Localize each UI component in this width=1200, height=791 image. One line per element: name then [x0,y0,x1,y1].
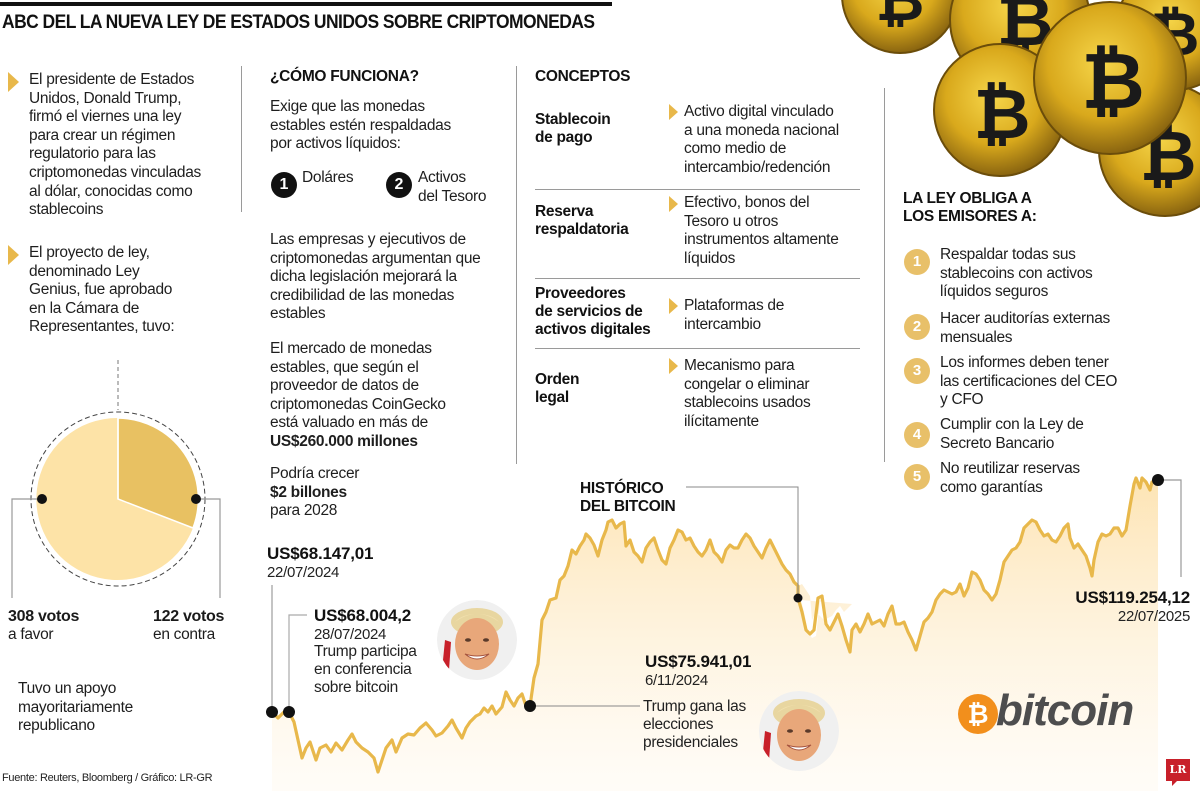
concept-row-divider [535,348,860,349]
asset-number-1: 1 [271,172,297,198]
point-end [1152,474,1164,486]
bitcoin-logo-text: bitcoin [996,686,1134,735]
asset-number-2: 2 [386,172,412,198]
genius-paragraph: El proyecto de ley, denominado Ley Geniu… [29,244,175,336]
lr-brand-logo: LR [1166,759,1190,786]
concept-row-divider [535,189,860,190]
obligation-number-2: 2 [904,314,930,340]
annotation-end: US$119.254,12 22/07/2025 [1075,588,1190,625]
concept-arrow-icon [669,298,678,314]
pie-slice-favor [36,417,193,580]
votes-contra: 122 votos en contra [153,608,225,643]
point-chart-title [793,593,803,603]
trump-portrait-2 [759,691,839,771]
concept-term: Stablecoin de pago [535,111,611,146]
growth-projection: Podría crecer $2 billones para 2028 [270,465,360,520]
coin-icon: ₿ [841,0,959,54]
concept-definition: Mecanismo para congelar o eliminar stabl… [684,357,811,430]
bullet-arrow-icon [8,245,19,265]
column-divider [884,88,885,462]
obligation-item: No reutilizar reservas como garantías [940,460,1080,496]
support-note: Tuvo un apoyo mayoritariamente republica… [18,680,133,735]
industry-argument: Las empresas y ejecutivos de criptomoned… [270,231,481,323]
obligation-item: Respaldar todas sus stablecoins con acti… [940,246,1093,301]
bullet-arrow-icon [8,72,19,92]
top-rule [0,2,612,6]
concept-row-divider [535,278,860,279]
point-conference [283,706,295,718]
annotation-election: US$75.941,01 6/11/2024 [645,652,752,689]
market-size: El mercado de monedas estables, que segú… [270,340,446,450]
concept-definition: Activo digital vinculado a una moneda na… [684,103,839,176]
annotation-conference: US$68.004,2 28/07/2024 Trump participa e… [314,606,417,696]
annotation-election-text: Trump gana las elecciones presidenciales [643,698,746,751]
point-start [266,706,278,718]
intro-paragraph: El presidente de Estados Unidos, Donald … [29,71,202,219]
svg-text:₿: ₿ [1081,37,1145,127]
concept-arrow-icon [669,196,678,212]
concept-term: Reserva respaldatoria [535,203,629,238]
como-funciona-intro: Exige que las monedas estables estén res… [270,98,451,153]
vote-pie-chart [11,360,221,598]
page-title: ABC DEL LA NUEVA LEY DE ESTADOS UNIDOS S… [2,12,595,33]
asset-tesoro: Activos del Tesoro [418,169,487,205]
asset-dolares: Doláres [302,169,354,186]
point-election [524,700,536,712]
chart-title: HISTÓRICO DEL BITCOIN [580,480,676,515]
obligation-number-3: 3 [904,358,930,384]
pie-slice-contra [117,417,200,529]
concept-definition: Plataformas de intercambio [684,297,785,333]
como-funciona-heading: ¿CÓMO FUNCIONA? [270,68,419,85]
concept-definition: Efectivo, bonos del Tesoro u otros instr… [684,194,839,267]
bitcoin-logo-icon: ₿ [958,694,998,734]
obligation-number-5: 5 [904,464,930,490]
column-divider [516,66,517,464]
votes-favor: 308 votos a favor [8,608,80,643]
concept-arrow-icon [669,104,678,120]
column-divider [241,66,242,212]
concept-arrow-icon [669,358,678,374]
concept-term: Proveedores de servicios de activos digi… [535,285,651,338]
obligation-item: Los informes deben tener las certificaci… [940,354,1118,409]
bitcoin-coins-image: ₿ ₿ ₿ ₿ ₿ ₿ [841,0,1200,217]
annotation-start: US$68.147,01 22/07/2024 [267,544,374,581]
source-credit: Fuente: Reuters, Bloomberg / Gráfico: LR… [2,772,213,784]
trump-portrait-1 [437,600,517,680]
concept-term: Orden legal [535,371,580,406]
obligation-number-1: 1 [904,249,930,275]
svg-text:₿: ₿ [973,73,1030,155]
obligaciones-heading: LA LEY OBLIGA A LOS EMISORES A: [903,190,1037,225]
obligation-item: Hacer auditorías externas mensuales [940,310,1110,346]
conceptos-heading: CONCEPTOS [535,68,631,85]
obligation-item: Cumplir con la Ley de Secreto Bancario [940,416,1084,452]
svg-text:₿: ₿ [876,0,925,35]
obligation-number-4: 4 [904,422,930,448]
